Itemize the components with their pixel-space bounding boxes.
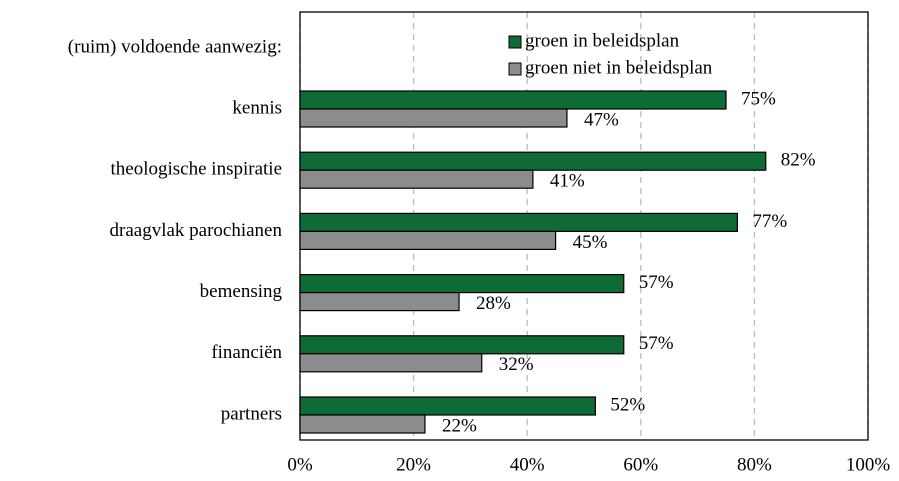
value-label: 82% (781, 150, 816, 171)
y-tick-label: partners (221, 403, 282, 424)
x-tick-label: 40% (510, 454, 545, 475)
bar (299, 353, 483, 373)
bar (299, 212, 738, 232)
x-tick-label: 20% (396, 454, 431, 475)
x-tick-label: 100% (846, 454, 891, 475)
x-tick-label: 60% (623, 454, 658, 475)
value-label: 77% (752, 211, 787, 232)
value-label: 75% (741, 88, 776, 109)
y-tick-label: theologische inspiratie (111, 159, 282, 180)
bar (299, 151, 767, 171)
x-tick-label: 80% (737, 454, 772, 475)
bar (299, 292, 460, 312)
bar (299, 274, 625, 294)
legend-swatch (508, 62, 522, 76)
bar (299, 169, 534, 189)
bar (299, 396, 596, 416)
annotation: (ruim) voldoende aanwezig: (68, 36, 282, 57)
legend-label: groen niet in beleidsplan (525, 57, 713, 78)
y-tick-label: financiën (211, 342, 282, 363)
y-tick-label: draagvlak parochianen (110, 220, 283, 241)
x-tick-label: 0% (287, 454, 313, 475)
value-label: 45% (573, 232, 608, 253)
value-label: 32% (499, 354, 534, 375)
value-label: 57% (639, 333, 674, 354)
value-label: 57% (639, 272, 674, 293)
y-tick-label: kennis (232, 97, 282, 118)
value-label: 22% (442, 415, 477, 436)
legend-swatch (508, 35, 522, 49)
value-label: 52% (610, 394, 645, 415)
bar (299, 108, 568, 128)
bar (299, 230, 557, 250)
bar (299, 335, 625, 355)
value-label: 41% (550, 171, 585, 192)
y-tick-label: bemensing (200, 281, 283, 302)
bar (299, 90, 727, 110)
value-label: 47% (584, 109, 619, 130)
bar (299, 414, 426, 434)
legend-label: groen in beleidsplan (525, 30, 680, 51)
value-label: 28% (476, 293, 511, 314)
